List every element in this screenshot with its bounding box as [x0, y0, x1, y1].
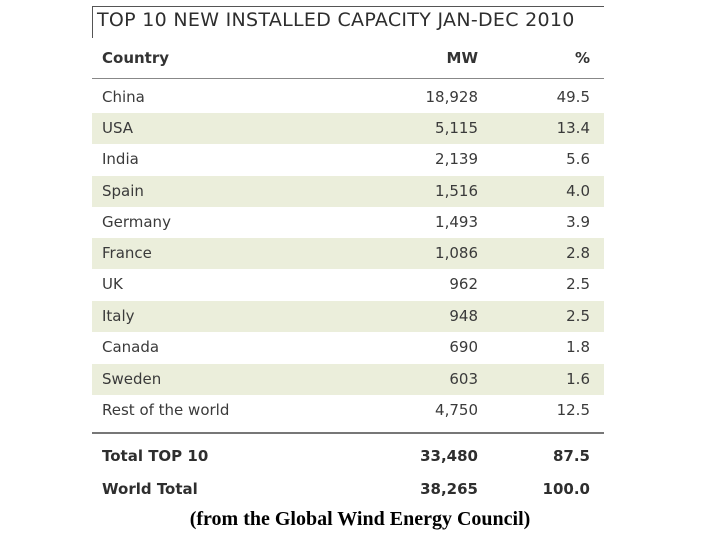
header-mw: MW	[446, 49, 478, 67]
row-country: UK	[102, 275, 123, 293]
row-mw: 962	[449, 275, 478, 293]
source-caption: (from the Global Wind Energy Council)	[189, 508, 531, 530]
row-pct: 4.0	[566, 182, 590, 200]
title-frame	[92, 6, 604, 38]
row-mw: 5,115	[435, 119, 478, 137]
header-country: Country	[102, 49, 170, 67]
table-row: India 2,139 5.6	[92, 144, 604, 175]
header-pct: %	[574, 49, 590, 67]
row-pct: 12.5	[556, 401, 590, 419]
row-country: USA	[102, 119, 134, 137]
row-mw: 603	[449, 370, 478, 388]
row-mw: 1,516	[435, 182, 478, 200]
total-mw: 33,480	[420, 447, 478, 465]
total-label: Total TOP 10	[102, 447, 209, 465]
row-country: Spain	[102, 182, 144, 200]
row-pct: 49.5	[556, 88, 590, 106]
totals-divider	[92, 432, 604, 434]
row-mw: 690	[449, 338, 478, 356]
table-row: USA 5,115 13.4	[92, 113, 604, 144]
row-pct: 2.8	[566, 244, 590, 262]
row-mw: 2,139	[435, 150, 478, 168]
row-country: China	[102, 88, 145, 106]
row-mw: 18,928	[425, 88, 479, 106]
table-header: Country MW %	[92, 43, 604, 73]
table-row: Spain 1,516 4.0	[92, 176, 604, 207]
total-pct: 100.0	[542, 480, 590, 498]
row-country: India	[102, 150, 139, 168]
row-pct: 5.6	[566, 150, 590, 168]
table-row: China 18,928 49.5	[92, 82, 604, 113]
table-row: UK 962 2.5	[92, 269, 604, 300]
table-row: Germany 1,493 3.9	[92, 207, 604, 238]
row-pct: 2.5	[566, 275, 590, 293]
row-pct: 1.6	[566, 370, 590, 388]
table-title: TOP 10 NEW INSTALLED CAPACITY JAN-DEC 20…	[97, 9, 575, 31]
row-mw: 1,493	[435, 213, 478, 231]
total-row-top10: Total TOP 10 33,480 87.5	[92, 441, 604, 471]
row-country: Sweden	[102, 370, 162, 388]
total-pct: 87.5	[552, 447, 590, 465]
row-mw: 1,086	[435, 244, 478, 262]
total-mw: 38,265	[420, 480, 478, 498]
row-country: Italy	[102, 307, 135, 325]
row-mw: 4,750	[435, 401, 478, 419]
row-country: Rest of the world	[102, 401, 230, 419]
row-country: Germany	[102, 213, 171, 231]
table-row: Rest of the world 4,750 12.5	[92, 395, 604, 426]
row-pct: 13.4	[556, 119, 590, 137]
row-country: France	[102, 244, 152, 262]
table-row: France 1,086 2.8	[92, 238, 604, 269]
total-label: World Total	[102, 480, 198, 498]
table-row: Italy 948 2.5	[92, 301, 604, 332]
header-divider	[92, 78, 604, 79]
table-row: Canada 690 1.8	[92, 332, 604, 363]
row-country: Canada	[102, 338, 160, 356]
row-pct: 1.8	[566, 338, 590, 356]
table-row: Sweden 603 1.6	[92, 364, 604, 395]
row-pct: 2.5	[566, 307, 590, 325]
total-row-world: World Total 38,265 100.0	[92, 474, 604, 504]
row-pct: 3.9	[566, 213, 590, 231]
row-mw: 948	[449, 307, 478, 325]
